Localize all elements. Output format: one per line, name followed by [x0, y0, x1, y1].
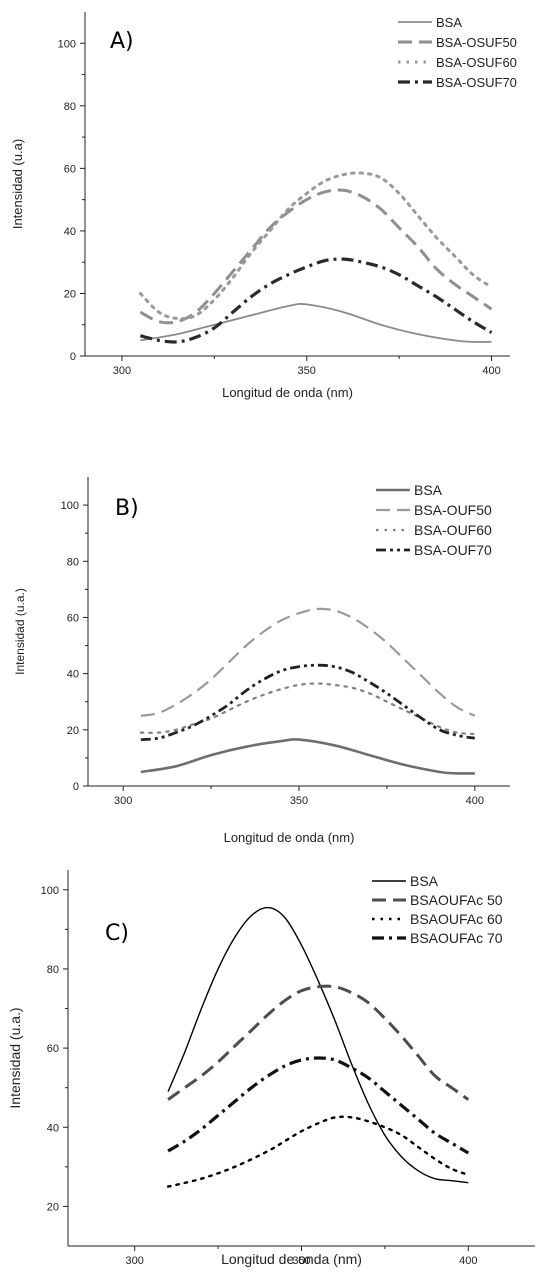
legend-entry: BSA — [410, 873, 439, 889]
series-line-3 — [139, 682, 476, 736]
y-tick-label: 0 — [73, 781, 79, 793]
legend-entry: BSA-OSUF70 — [436, 75, 517, 90]
x-tick-label: 300 — [114, 795, 132, 807]
series-line-3 — [138, 171, 493, 321]
y-tick-label: 100 — [41, 885, 59, 897]
y-axis-label: Intensidad (u.a) — [10, 139, 25, 229]
chart-panel-b: 0 20 40 60 80 100 300 350 400 Longitud de onda (n… — [0, 410, 543, 865]
y-tick-label: 80 — [64, 101, 76, 113]
chart-panel-c: 20 40 60 80 100 300 350 400 Longitud de onda (nm… — [0, 870, 543, 1274]
x-tick-label: 400 — [482, 365, 500, 377]
x-tick-label: 400 — [459, 1255, 477, 1267]
y-tick-label: 0 — [70, 351, 76, 363]
x-axis-label: Longitud de onda (nm) — [224, 830, 355, 845]
panel-label: A) — [110, 29, 134, 54]
y-tick-label: 20 — [64, 288, 76, 300]
legend-entry: BSA-OSUF60 — [436, 55, 517, 70]
y-tick-label: 80 — [67, 556, 79, 568]
x-tick-label: 350 — [292, 1255, 310, 1267]
panel-label: B) — [115, 496, 139, 521]
y-axis-label: Intensidad (u.a.) — [13, 588, 27, 675]
legend: BSA BSA-OUF50 BSA-OUF60 BSA-OUF70 — [376, 482, 492, 558]
x-tick-label: 300 — [113, 365, 131, 377]
legend-entry: BSA — [436, 15, 462, 30]
y-tick-label: 20 — [67, 725, 79, 737]
legend-entry: BSAOUFAc 60 — [410, 911, 503, 927]
axes: 0 20 40 60 80 100 300 350 400 — [61, 477, 510, 807]
chart-c-svg: 20 40 60 80 100 300 350 400 Longitud de onda (nm… — [7, 870, 535, 1267]
y-tick-label: 40 — [64, 226, 76, 238]
series-line-2 — [140, 607, 476, 717]
y-axis-label: Intensidad (u.a.) — [7, 1007, 23, 1108]
axes: 20 40 60 80 100 300 350 400 — [41, 870, 535, 1267]
legend: BSA BSA-OSUF50 BSA-OSUF60 BSA-OSUF70 — [398, 15, 517, 90]
series-line-4 — [139, 257, 493, 344]
y-tick-label: 60 — [67, 612, 79, 624]
y-tick-label: 60 — [64, 163, 76, 175]
chart-b-svg: 0 20 40 60 80 100 300 350 400 Longitud de onda (n… — [13, 477, 510, 845]
x-axis-label: Longitud de onda (nm) — [221, 1251, 362, 1267]
series-line-1 — [167, 906, 469, 1184]
axes: 0 20 40 60 80 100 300 350 400 — [58, 12, 510, 377]
legend-entry: BSA — [414, 482, 443, 498]
legend-entry: BSA-OUF70 — [414, 542, 492, 558]
series-line-1 — [140, 303, 492, 343]
y-tick-label: 100 — [61, 500, 79, 512]
x-tick-label: 400 — [466, 795, 484, 807]
legend-entry: BSA-OUF50 — [414, 502, 492, 518]
series-line-4 — [167, 1056, 470, 1155]
y-tick-label: 60 — [47, 1043, 59, 1055]
x-axis-label: Longitud de onda (nm) — [222, 385, 353, 400]
legend: BSA BSAOUFAc 50 BSAOUFAc 60 BSAOUFAc 70 — [372, 873, 503, 946]
y-tick-label: 80 — [47, 964, 59, 976]
y-tick-label: 20 — [47, 1201, 59, 1213]
series-line-4 — [140, 663, 475, 741]
panel-label: C) — [105, 921, 129, 946]
legend-entry: BSAOUFAc 70 — [410, 930, 503, 946]
chart-a-svg: 0 20 40 60 80 100 300 350 400 Longitud de onda (n… — [10, 12, 517, 400]
series-line-3 — [166, 1115, 470, 1188]
x-tick-label: 300 — [126, 1255, 144, 1267]
series-line-2 — [139, 188, 493, 325]
x-tick-label: 350 — [298, 365, 316, 377]
series-line-2 — [167, 984, 470, 1101]
legend-entry: BSA-OSUF50 — [436, 35, 517, 50]
legend-entry: BSA-OUF60 — [414, 522, 492, 538]
legend-entry: BSAOUFAc 50 — [410, 892, 503, 908]
chart-panel-a: 0 20 40 60 80 100 300 350 400 Longitud de onda (n… — [0, 0, 543, 400]
series-line-1 — [140, 738, 475, 775]
y-tick-label: 40 — [47, 1122, 59, 1134]
y-tick-label: 40 — [67, 669, 79, 681]
x-tick-label: 350 — [290, 795, 308, 807]
y-tick-label: 100 — [58, 38, 76, 50]
